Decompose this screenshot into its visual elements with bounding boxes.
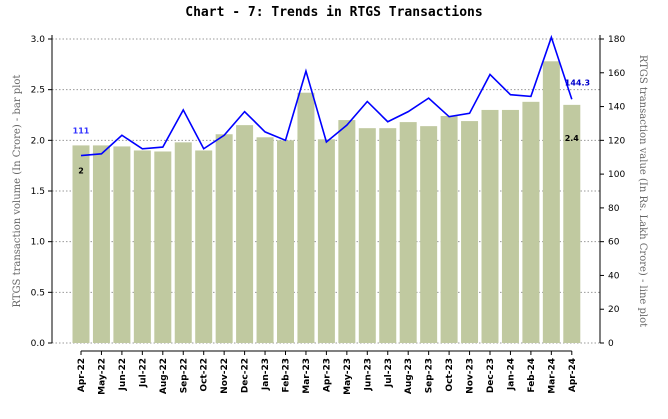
- bar-Dec-22: [236, 125, 254, 343]
- bar-Apr-23: [317, 139, 335, 343]
- y-left-tick-label: 2.0: [31, 136, 46, 146]
- x-tick-label: Sep-22: [179, 358, 189, 393]
- x-tick-label: May-23: [343, 358, 353, 395]
- bar-Aug-23: [399, 122, 417, 344]
- x-tick-label: Aug-22: [159, 358, 169, 394]
- bar-Oct-22: [195, 150, 213, 343]
- bar-Feb-23: [277, 140, 294, 343]
- y-right-tick-label: 40: [608, 271, 620, 281]
- y-left-tick-label: 2.5: [31, 86, 45, 96]
- x-tick-label: Apr-23: [322, 358, 332, 392]
- bar-Sep-23: [420, 126, 438, 343]
- x-tick-label: Jul-23: [384, 358, 394, 388]
- y-axis-left-label: RTGS transaction volume (In Crore) - bar…: [12, 75, 23, 308]
- x-tick-label: Sep-23: [425, 358, 435, 393]
- bar-Feb-24: [522, 101, 540, 344]
- x-tick-label: Mar-24: [547, 358, 557, 394]
- bar-Jun-22: [113, 146, 131, 343]
- x-tick-label: Feb-24: [527, 358, 537, 393]
- chart-title: Chart - 7: Trends in RTGS Transactions: [185, 5, 482, 20]
- bar-Apr-24: [563, 104, 581, 343]
- x-tick-label: Dec-23: [486, 358, 496, 393]
- y-right-tick-label: 20: [608, 305, 620, 315]
- x-tick-label: Oct-22: [200, 358, 210, 392]
- y-right-tick-label: 180: [608, 35, 625, 45]
- bar-May-23: [338, 120, 356, 343]
- x-tick-label: May-22: [97, 358, 107, 395]
- bar-Mar-24: [542, 61, 560, 343]
- x-tick-label: Jun-22: [118, 358, 128, 391]
- bar-Jun-23: [358, 128, 376, 343]
- y-left-tick-label: 0.0: [31, 339, 46, 349]
- y-right-tick-label: 160: [608, 69, 625, 79]
- y-right-tick-label: 100: [608, 170, 625, 180]
- y-axis-right-label: RTGS transaction value (In Rs. Lakh Cror…: [637, 55, 648, 327]
- data-label: 111: [73, 127, 90, 136]
- x-tick-label: Oct-23: [445, 358, 455, 392]
- x-tick-label: Nov-23: [466, 358, 476, 394]
- bar-Jan-24: [501, 109, 519, 343]
- x-tick-label: Dec-22: [241, 358, 251, 393]
- bar-Apr-22: [72, 145, 90, 343]
- bar-Oct-23: [440, 116, 458, 343]
- y-left-tick-label: 0.5: [31, 288, 45, 298]
- x-tick-label: Jul-22: [138, 358, 148, 388]
- x-tick-label: Jan-24: [506, 358, 516, 391]
- bar-Nov-22: [215, 134, 233, 343]
- y-right-tick-label: 140: [608, 103, 625, 113]
- x-tick-label: Apr-24: [568, 358, 578, 392]
- y-left-tick-label: 1.0: [31, 238, 46, 248]
- bar-May-22: [92, 145, 110, 343]
- y-right-tick-label: 120: [608, 136, 625, 146]
- bar-Dec-23: [481, 109, 499, 343]
- y-right-tick-label: 80: [608, 204, 620, 214]
- bar-Jul-22: [133, 150, 151, 343]
- bar-Nov-23: [461, 121, 479, 343]
- x-tick-label: Jun-23: [363, 358, 373, 391]
- x-tick-label: Feb-23: [282, 358, 292, 393]
- y-right-tick-label: 60: [608, 238, 620, 248]
- data-label: 2.4: [565, 134, 580, 143]
- bar-Aug-22: [154, 151, 172, 343]
- x-tick-label: Mar-23: [302, 358, 312, 394]
- bar-Mar-23: [297, 92, 315, 343]
- x-tick-label: Aug-23: [404, 358, 414, 394]
- x-tick-label: Apr-22: [77, 358, 87, 392]
- bar-Jan-23: [256, 137, 274, 343]
- bar-Sep-22: [174, 142, 192, 343]
- y-left-tick-label: 3.0: [31, 35, 46, 45]
- x-tick-label: Jan-23: [261, 358, 271, 391]
- data-label: 144.3: [565, 78, 590, 87]
- y-right-tick-label: 0: [608, 339, 614, 349]
- y-left-tick-label: 1.5: [31, 187, 45, 197]
- x-tick-label: Nov-22: [220, 358, 230, 394]
- bar-Jul-23: [379, 128, 397, 343]
- data-label: 2: [78, 166, 84, 175]
